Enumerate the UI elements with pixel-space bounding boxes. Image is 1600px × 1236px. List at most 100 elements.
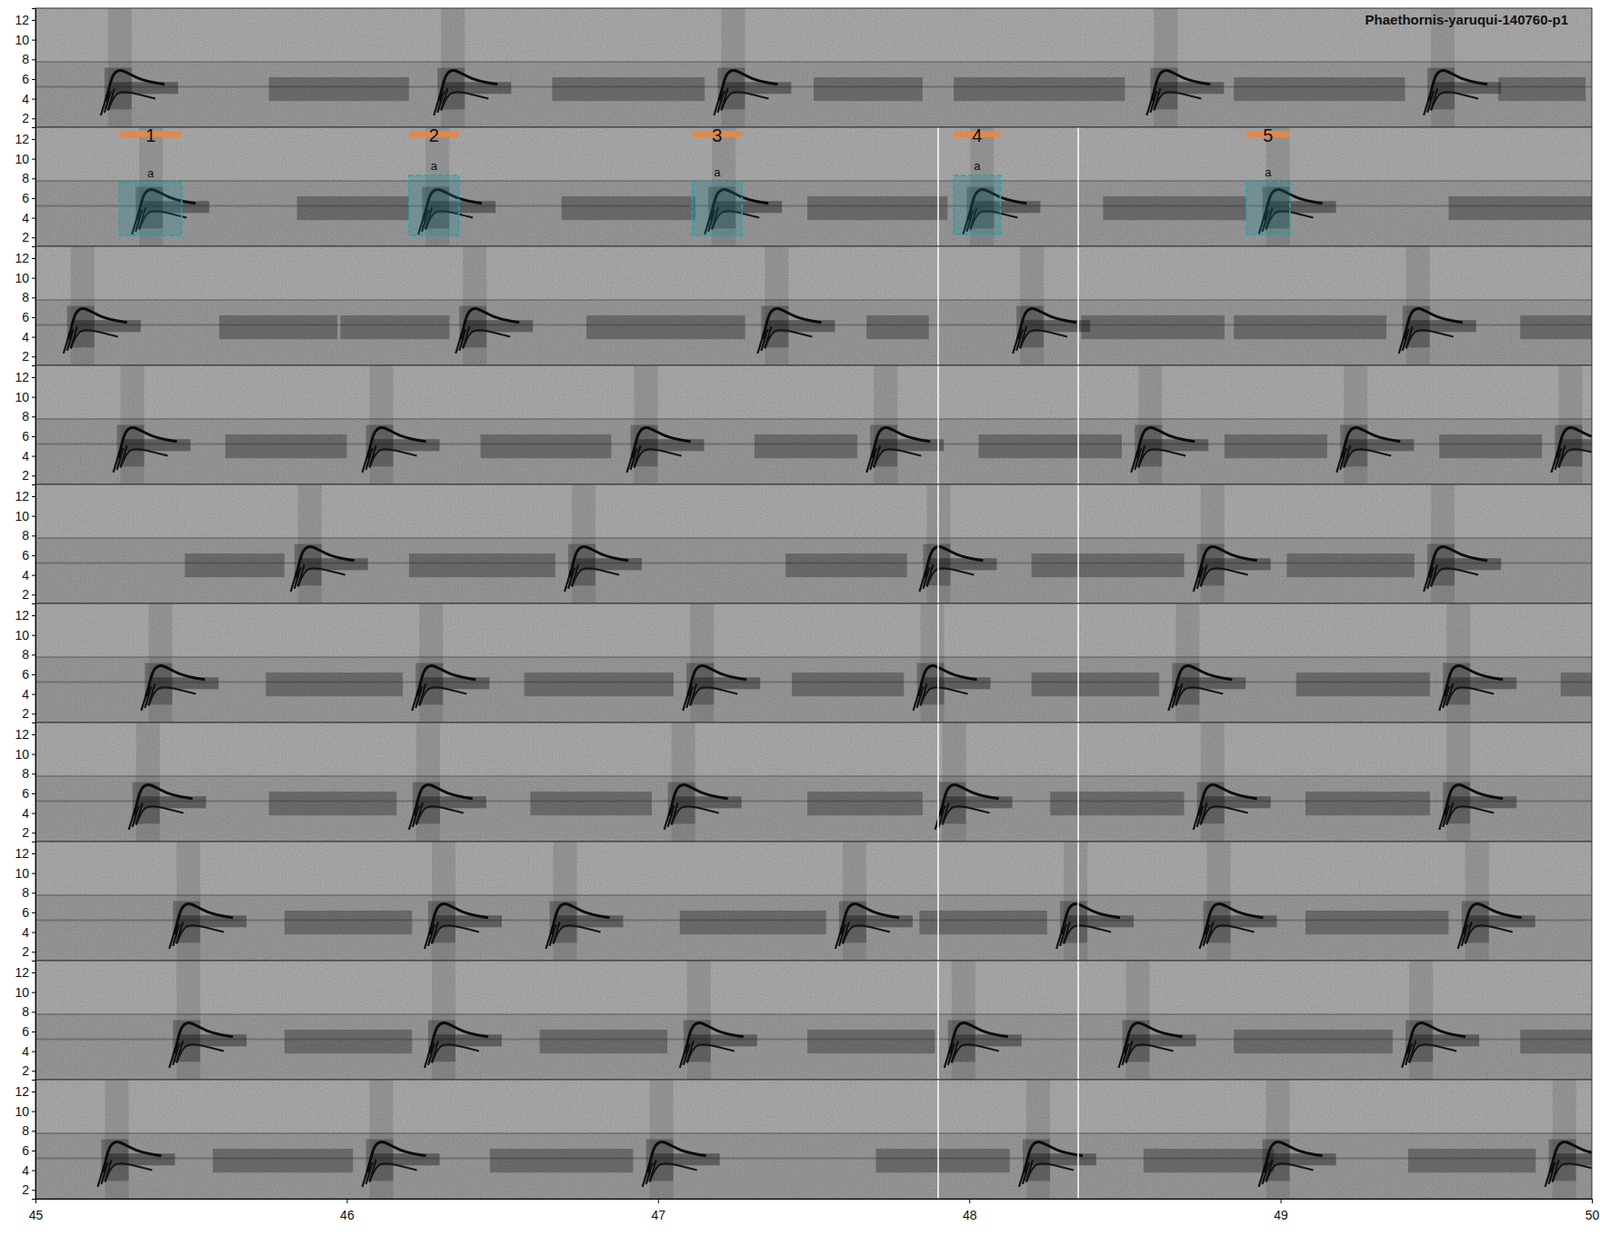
y-tick: 2 [21, 1182, 36, 1198]
y-tick-label: 12 [14, 489, 30, 504]
band [225, 434, 348, 459]
y-tick-mark [31, 1051, 36, 1053]
y-tick: 8 [21, 647, 36, 662]
y-tick-label: 2 [21, 110, 30, 126]
call-harmonic [634, 449, 682, 468]
y-tick-label: 6 [21, 667, 30, 682]
y-tick-mark [31, 139, 36, 140]
y-tick-mark [31, 1170, 36, 1172]
call [1019, 1080, 1097, 1200]
call-harmonic [1430, 91, 1479, 110]
call [1439, 722, 1517, 842]
background [35, 127, 1592, 247]
y-tick-label: 8 [21, 1004, 30, 1020]
divider [937, 1080, 940, 1200]
y-tick-mark [31, 397, 36, 399]
call-harmonic [1446, 687, 1494, 706]
band-line [35, 537, 1592, 540]
y-tick-mark [31, 793, 36, 795]
call [1545, 1080, 1592, 1200]
divider [937, 603, 940, 723]
band [807, 791, 923, 816]
call-harmonic [1175, 687, 1223, 706]
call [866, 365, 944, 485]
y-tick: 2 [21, 349, 36, 364]
y-axis-line [31, 485, 37, 605]
call [100, 8, 179, 128]
band [340, 315, 450, 340]
y-tick-mark [31, 1070, 36, 1072]
call-harmonic [431, 1044, 480, 1063]
y-tick-label: 10 [14, 509, 30, 524]
background [35, 603, 1592, 723]
y-tick-mark [31, 1091, 36, 1093]
y-tick-mark [31, 912, 36, 914]
y-tick: 4 [21, 1044, 36, 1060]
y-tick-mark [31, 734, 36, 736]
plot-area [140, 603, 1592, 723]
call-harmonic [1266, 1163, 1314, 1182]
band [586, 315, 746, 340]
band [524, 672, 674, 697]
divider [1077, 1080, 1080, 1200]
call-harmonic [690, 687, 738, 706]
call-harmonic [370, 1163, 418, 1182]
band [875, 1149, 1010, 1173]
panel: 24681012 [14, 365, 1600, 486]
call [409, 722, 487, 842]
call-harmonic [120, 449, 169, 468]
call [664, 722, 742, 842]
call-harmonic [571, 568, 620, 587]
y-axis: 24681012 [14, 961, 36, 1081]
call [424, 960, 502, 1080]
call [564, 484, 642, 604]
call [680, 960, 758, 1080]
y-tick: 6 [21, 1143, 36, 1159]
call [1401, 960, 1480, 1080]
call [642, 1080, 720, 1200]
low-band-shade [35, 180, 1592, 247]
band-line [35, 180, 1592, 182]
x-tick: 47 [651, 1199, 667, 1223]
call [455, 246, 533, 366]
call-harmonic [1552, 1163, 1592, 1182]
frame [35, 365, 1592, 485]
noise [35, 1080, 1592, 1200]
chart: 246810121a2a3a4a5a2468101224681012246810… [0, 0, 1600, 1236]
y-tick-mark [31, 99, 36, 100]
y-tick-mark [31, 416, 36, 418]
y-tick: 12 [14, 12, 36, 28]
y-tick-mark [31, 932, 36, 934]
call [113, 365, 191, 485]
call-harmonic [1200, 806, 1249, 825]
divider [1077, 722, 1080, 842]
band [284, 910, 412, 935]
band [561, 196, 696, 220]
call-harmonic [1063, 925, 1111, 944]
y-tick: 12 [14, 250, 36, 266]
call [919, 484, 997, 604]
y-tick-label: 6 [21, 71, 30, 87]
y-tick-label: 6 [21, 905, 30, 920]
call-harmonic [1153, 91, 1201, 110]
call-harmonic [416, 806, 464, 825]
y-axis-line [31, 366, 37, 486]
y-axis: 24681012 [14, 9, 36, 129]
y-tick: 8 [21, 528, 36, 543]
y-axis-line [31, 723, 37, 843]
y-tick: 2 [21, 468, 36, 483]
selection-label: 1 [145, 125, 156, 146]
y-tick-mark [31, 456, 36, 458]
call-harmonic [1406, 330, 1454, 349]
call-harmonic [842, 925, 890, 944]
plot-area [184, 484, 1501, 604]
y-tick: 12 [14, 846, 36, 861]
y-axis: 24681012 [14, 1080, 36, 1200]
x-tick: 46 [340, 1199, 355, 1223]
y-tick-mark [31, 773, 36, 775]
band [540, 1030, 668, 1054]
y-tick-mark [31, 377, 36, 379]
y-tick: 2 [21, 944, 36, 960]
y-tick-mark [31, 873, 36, 875]
call-harmonic [176, 1044, 224, 1063]
